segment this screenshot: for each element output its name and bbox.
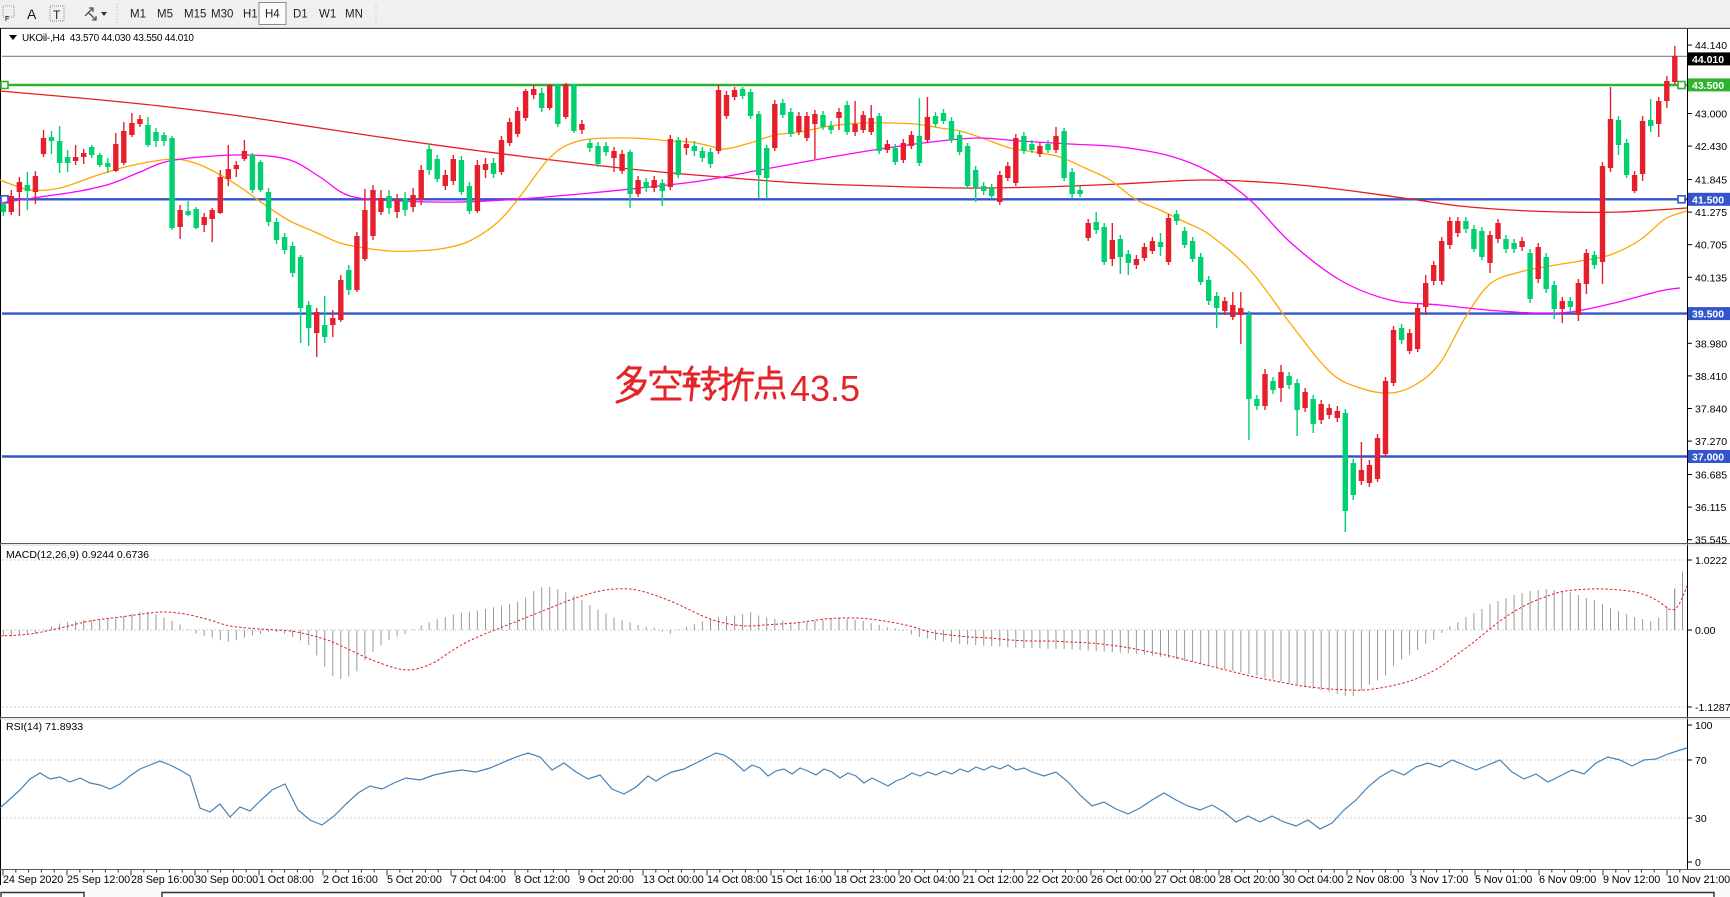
svg-text:1.0222: 1.0222 xyxy=(1695,555,1727,567)
svg-text:3 Nov 17:00: 3 Nov 17:00 xyxy=(1411,874,1468,886)
svg-text:36.115: 36.115 xyxy=(1695,502,1726,514)
svg-text:70: 70 xyxy=(1695,755,1707,767)
svg-text:22 Oct 20:00: 22 Oct 20:00 xyxy=(1027,874,1088,886)
svg-text:RSI(14) 71.8933: RSI(14) 71.8933 xyxy=(6,721,83,733)
svg-text:2 Nov 08:00: 2 Nov 08:00 xyxy=(1347,874,1404,886)
svg-text:20 Oct 04:00: 20 Oct 04:00 xyxy=(899,874,960,886)
svg-text:41.275: 41.275 xyxy=(1695,207,1727,219)
svg-text:24 Sep 2020: 24 Sep 2020 xyxy=(3,874,63,886)
svg-text:25 Sep 12:00: 25 Sep 12:00 xyxy=(67,874,130,886)
svg-text:M15: M15 xyxy=(184,9,206,21)
svg-text:15 Oct 16:00: 15 Oct 16:00 xyxy=(771,874,832,886)
svg-text:10 Nov 21:00: 10 Nov 21:00 xyxy=(1667,874,1730,886)
svg-text:41.845: 41.845 xyxy=(1695,175,1727,187)
svg-text:6 Nov 09:00: 6 Nov 09:00 xyxy=(1539,874,1596,886)
svg-text:5 Oct 20:00: 5 Oct 20:00 xyxy=(387,874,442,886)
svg-text:M30: M30 xyxy=(211,9,233,21)
svg-text:36.685: 36.685 xyxy=(1695,470,1727,482)
svg-text:8 Oct 12:00: 8 Oct 12:00 xyxy=(515,874,570,886)
svg-text:13 Oct 00:00: 13 Oct 00:00 xyxy=(643,874,704,886)
svg-text:F: F xyxy=(5,16,9,23)
svg-text:26 Oct 00:00: 26 Oct 00:00 xyxy=(1091,874,1152,886)
svg-text:M5: M5 xyxy=(157,9,173,21)
svg-text:T: T xyxy=(53,8,61,22)
svg-text:1 Oct 08:00: 1 Oct 08:00 xyxy=(259,874,314,886)
svg-text:28 Oct 20:00: 28 Oct 20:00 xyxy=(1219,874,1280,886)
svg-text:0.00: 0.00 xyxy=(1695,625,1716,637)
svg-text:40.705: 40.705 xyxy=(1695,240,1727,252)
svg-text:UKOil-,H4 43.570 44.030 43.55: UKOil-,H4 43.570 44.030 43.550 44.010 xyxy=(22,33,194,44)
svg-text:35.545: 35.545 xyxy=(1695,535,1727,547)
svg-text:W1: W1 xyxy=(319,9,336,21)
svg-text:H1: H1 xyxy=(243,9,258,21)
svg-text:37.000: 37.000 xyxy=(1692,452,1724,464)
svg-text:30: 30 xyxy=(1695,813,1707,825)
svg-text:41.500: 41.500 xyxy=(1692,194,1724,206)
svg-text:38.980: 38.980 xyxy=(1695,338,1727,350)
svg-text:14 Oct 08:00: 14 Oct 08:00 xyxy=(707,874,768,886)
svg-text:44.140: 44.140 xyxy=(1695,40,1727,52)
svg-text:D1: D1 xyxy=(293,9,308,21)
svg-text:9 Nov 12:00: 9 Nov 12:00 xyxy=(1603,874,1660,886)
svg-text:43.5: 43.5 xyxy=(790,368,860,409)
svg-text:-1.1287: -1.1287 xyxy=(1695,702,1730,714)
svg-text:37.840: 37.840 xyxy=(1695,404,1727,416)
svg-text:43.500: 43.500 xyxy=(1692,80,1724,92)
svg-text:38.410: 38.410 xyxy=(1695,371,1727,383)
svg-text:5 Nov 01:00: 5 Nov 01:00 xyxy=(1475,874,1532,886)
svg-text:28 Sep 16:00: 28 Sep 16:00 xyxy=(131,874,194,886)
svg-text:MN: MN xyxy=(345,9,363,21)
svg-text:MACD(12,26,9) 0.9244 0.6736: MACD(12,26,9) 0.9244 0.6736 xyxy=(6,549,149,561)
svg-text:39.500: 39.500 xyxy=(1692,309,1724,321)
svg-text:7 Oct 04:00: 7 Oct 04:00 xyxy=(451,874,506,886)
svg-text:27 Oct 08:00: 27 Oct 08:00 xyxy=(1155,874,1216,886)
svg-text:30 Sep 00:00: 30 Sep 00:00 xyxy=(195,874,258,886)
svg-text:9 Oct 20:00: 9 Oct 20:00 xyxy=(579,874,634,886)
svg-text:40.135: 40.135 xyxy=(1695,272,1727,284)
svg-text:43.000: 43.000 xyxy=(1695,109,1727,121)
svg-text:21 Oct 12:00: 21 Oct 12:00 xyxy=(963,874,1024,886)
svg-text:30 Oct 04:00: 30 Oct 04:00 xyxy=(1283,874,1344,886)
svg-text:42.430: 42.430 xyxy=(1695,141,1727,153)
svg-text:44.010: 44.010 xyxy=(1692,54,1724,66)
svg-text:A: A xyxy=(27,6,37,22)
svg-text:0: 0 xyxy=(1695,857,1701,869)
svg-text:H4: H4 xyxy=(265,9,280,21)
svg-text:100: 100 xyxy=(1695,720,1713,732)
svg-text:37.270: 37.270 xyxy=(1695,436,1727,448)
svg-text:18 Oct 23:00: 18 Oct 23:00 xyxy=(835,874,896,886)
svg-text:2 Oct 16:00: 2 Oct 16:00 xyxy=(323,874,378,886)
svg-text:M1: M1 xyxy=(130,9,146,21)
